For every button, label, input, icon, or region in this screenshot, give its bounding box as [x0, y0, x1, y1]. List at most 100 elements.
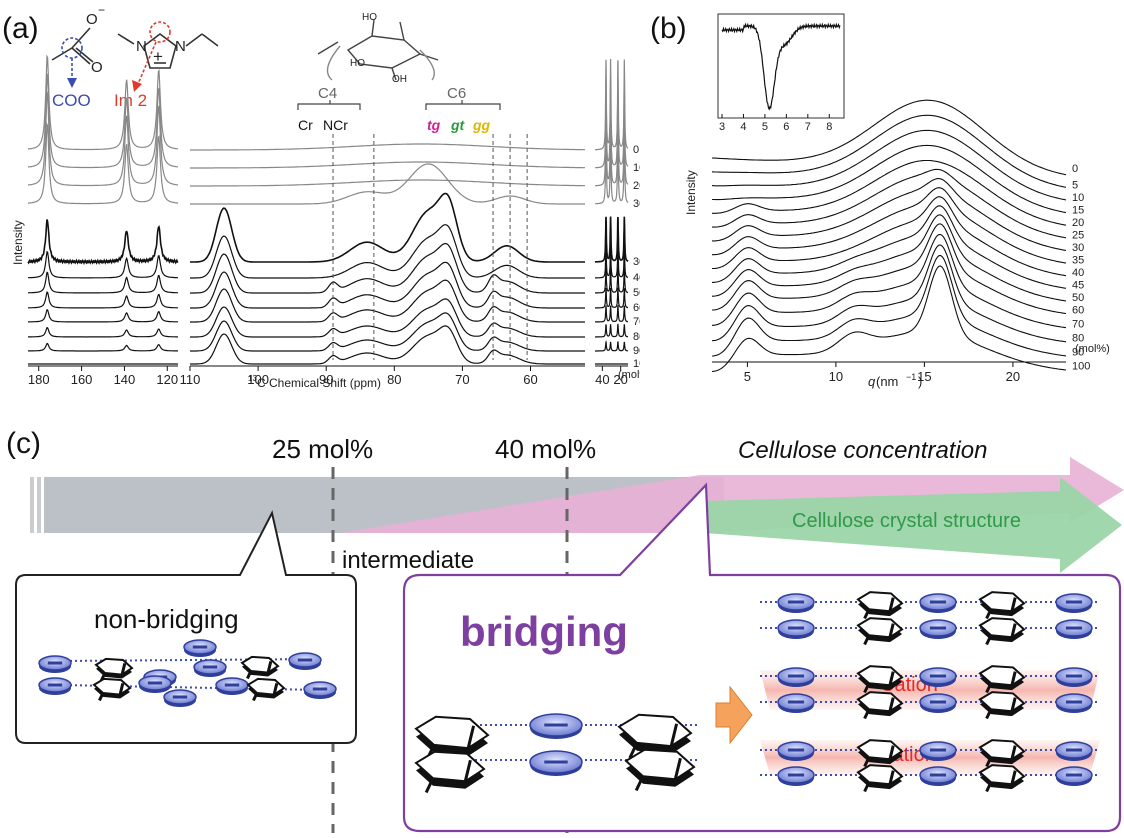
nb-ring-3: [246, 677, 286, 702]
non-bridging-illustration: [38, 639, 337, 707]
spectrum-50-seg1: [28, 271, 179, 294]
spectrum-40-seg2: [190, 224, 585, 279]
lat-anion-4-0: [777, 741, 815, 761]
a-mol-label-7: 60: [633, 302, 640, 314]
bar-stripe-2: [37, 477, 41, 533]
a-mol-label-8: 70: [633, 316, 640, 328]
lat-ring-0-1: [856, 591, 904, 620]
cellulose-concentration: Cellulose concentration: [738, 437, 987, 464]
inset-line: [721, 22, 841, 111]
bridging-illustration: [414, 713, 700, 794]
lat-anion-4-4: [1055, 741, 1093, 761]
spectrum-70-seg1: [28, 309, 179, 323]
a-tick-label-2-1: 20: [613, 372, 627, 387]
saxs-curves: [711, 99, 1067, 372]
spectrum-80-seg2: [190, 298, 585, 338]
lat-anion-5-4: [1055, 766, 1093, 786]
lat-anion-3-2: [919, 693, 957, 713]
a-mol-label-9: 80: [633, 331, 640, 343]
coo-label: COO: [52, 91, 91, 110]
spectrum-10-seg1: [27, 72, 179, 169]
gt-label: gt: [450, 117, 466, 133]
tg-label: tg: [427, 117, 441, 133]
lat-anion-1-0: [777, 619, 815, 639]
lat-anion-5-0: [777, 766, 815, 786]
inset-curve: 3 4 5 6 7 8: [719, 22, 841, 133]
cellulose-crystal-structure: Cellulose crystal structure: [792, 510, 1021, 532]
acetate-oxygen-bottom: O: [91, 59, 103, 76]
bridging-label: bridging: [460, 608, 628, 655]
inset-tick-label-5: 8: [826, 121, 832, 133]
b-mol-label-40: 40: [1072, 267, 1084, 279]
a-mol-unit: (mol%): [618, 369, 640, 381]
lat-ring-2-1: [856, 665, 904, 694]
spectrum-40-seg3: [595, 244, 629, 279]
lat-anion-1-2: [919, 619, 957, 639]
lat-ring-3-1: [856, 691, 904, 720]
a-mol-label-5: 40: [633, 272, 640, 284]
saxs-curve-30: [712, 178, 1067, 251]
b-mol-label-60: 60: [1072, 305, 1084, 317]
b-mol-label-15: 15: [1072, 205, 1084, 217]
b-xlabel-sup: −1: [906, 372, 916, 382]
lat-ring-2-3: [978, 665, 1026, 694]
saxs-curve-10: [711, 129, 1067, 201]
a-tick-label-1-0: 110: [180, 372, 201, 387]
b-mol-unit: (mol%): [1075, 343, 1110, 355]
b-mol-label-45: 45: [1072, 280, 1084, 292]
im2-label: Im 2: [114, 91, 147, 110]
saxs-curve-5: [711, 114, 1067, 188]
saxs-curve-50: [712, 214, 1067, 302]
ncr-label: NCr: [323, 117, 348, 133]
b-mol-label-80: 80: [1072, 333, 1084, 345]
nb-dots-1: [59, 658, 321, 662]
a-tick-label-2-0: 40: [595, 372, 609, 387]
saxs-curve-90: [711, 254, 1067, 357]
a-tick-label-1-5: 60: [523, 372, 537, 387]
b-mol-label-10: 10: [1072, 192, 1084, 204]
inset-tick-label-2: 5: [762, 121, 768, 133]
a-mol-labels: 010203030405060708090100(mol%): [618, 144, 653, 381]
saxs-curve-35: [712, 187, 1067, 264]
b-mol-label-35: 35: [1072, 255, 1084, 267]
a-mol-label-0: 0: [633, 144, 639, 156]
lat-anion-0-2: [919, 593, 957, 613]
cation-n1: N: [136, 38, 147, 55]
imidazolium-structure: [117, 21, 219, 92]
nb-anion-1: [183, 639, 217, 657]
br-anion-1: [529, 713, 583, 739]
lat-anion-2-2: [919, 667, 957, 687]
nb-anion-0: [38, 655, 72, 673]
spectrum-50-seg2: [190, 242, 585, 294]
mark-25: 25 mol%: [272, 434, 373, 464]
a-tick-label-1-4: 70: [455, 372, 469, 387]
br-anion-2: [529, 750, 583, 776]
spectrum-100-seg2: [190, 325, 585, 365]
lat-ring-1-3: [978, 617, 1026, 646]
a-tick-label-0-3: 120: [156, 372, 178, 387]
crystal-arrow: [704, 477, 1122, 573]
acetate-minus: −: [98, 3, 105, 17]
cation-plus: +: [153, 47, 163, 66]
b-xlabel-q: q: [868, 374, 876, 389]
spectrum-30-seg3: [594, 216, 629, 263]
b-xlabel-close: ): [918, 374, 922, 389]
b-axes: 5 10 15 20: [712, 361, 1066, 384]
lat-anion-3-0: [777, 693, 815, 713]
spectra-group: [27, 54, 629, 365]
panel-b-label: (b): [650, 12, 687, 45]
acetate-oxygen-top: O: [86, 11, 98, 28]
nb-anion-5: [38, 677, 72, 695]
br-ring-3: [414, 750, 486, 794]
b-ylabel: Intensity: [684, 170, 698, 215]
b-tick-label-3: 20: [1006, 369, 1020, 384]
spectrum-30-seg3: [595, 122, 629, 205]
a-mol-label-2: 20: [633, 180, 640, 192]
a-tick-label-1-2: 90: [319, 372, 333, 387]
panel-a-label: (a): [2, 12, 39, 45]
br-ring-1: [414, 715, 490, 761]
a-xlabel-sup: 13: [248, 374, 257, 383]
intermediate-label: intermediate: [342, 547, 474, 574]
